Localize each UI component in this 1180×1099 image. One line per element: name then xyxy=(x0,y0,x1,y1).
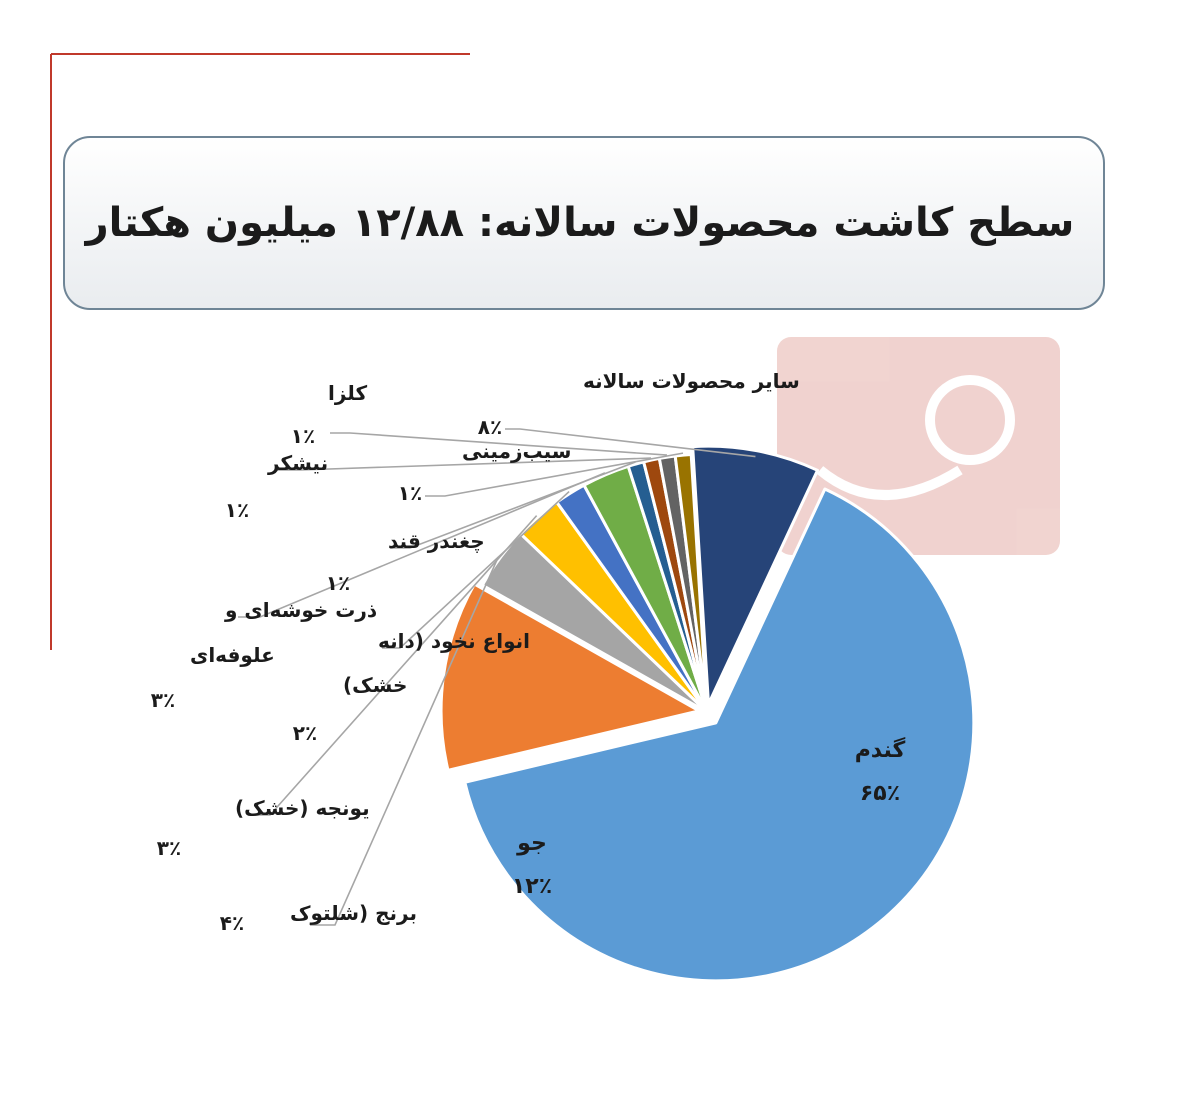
slice-labels: گندم ۶۵٪ جو ۱۲٪ برنج (شلتوک ۴٪ یونجه (خشک) ۳٪ ان… xyxy=(151,369,906,935)
slice-7-label: نیشکر xyxy=(267,451,328,475)
slice-6-value: ۱٪ xyxy=(326,571,350,595)
slice-6-leader xyxy=(390,461,636,549)
slice-0-wedge xyxy=(463,487,976,983)
slice-4-label: انواع نخود (دانه xyxy=(378,629,530,653)
slice-0-label: گندم xyxy=(855,736,906,763)
slice-7-value: ۱٪ xyxy=(225,498,249,522)
slice-10-label: سایر محصولات سالانه xyxy=(583,369,800,393)
slice-5-label-line2: علوفه‌ای xyxy=(190,643,275,667)
chart-title: سطح کاشت محصولات سالانه: ۱۲/۸۸ میلیون هک… xyxy=(84,200,1075,246)
slice-6-label: چغندر قند xyxy=(388,529,485,554)
slice-10-leader xyxy=(505,428,756,458)
slice-3-value: ۳٪ xyxy=(157,836,181,860)
slice-9-leader xyxy=(425,452,684,497)
slice-3-leader xyxy=(248,515,538,816)
slice-1-value: ۱۲٪ xyxy=(512,874,552,899)
slice-4-label-line2: خشک) xyxy=(343,673,407,697)
slice-5-value: ۳٪ xyxy=(151,688,175,712)
slice-10-value: ۸٪ xyxy=(478,415,502,439)
leader-lines xyxy=(238,428,756,926)
slice-5-leader xyxy=(238,472,606,618)
slice-4-value: ۲٪ xyxy=(293,721,317,745)
slice-2-value: ۴٪ xyxy=(220,911,244,935)
slice-5-label: ذرت خوشه‌ای و xyxy=(224,598,377,622)
slice-2-leader xyxy=(310,556,499,926)
slice-1-wedge xyxy=(439,582,701,772)
slice-8-leader xyxy=(330,432,668,456)
slice-9-label: سیب‌زمینی xyxy=(462,439,571,463)
slice-9-wedge xyxy=(673,452,709,714)
slice-7-leader xyxy=(275,457,652,471)
slice-10-wedge xyxy=(691,444,820,706)
slice-1-label: جو xyxy=(516,831,547,856)
pie-slices xyxy=(439,444,976,983)
slice-3-label: یونجه (خشک) xyxy=(235,796,370,820)
slice-2-label: برنج (شلتوک xyxy=(290,901,417,925)
slice-8-value: ۱٪ xyxy=(291,424,315,448)
title-box xyxy=(63,136,1105,310)
slice-0-value: ۶۵٪ xyxy=(860,781,900,806)
slice-4-leader xyxy=(382,490,570,649)
slice-8-label: کلزا xyxy=(328,381,367,405)
slice-9-value: ۱٪ xyxy=(398,481,422,505)
